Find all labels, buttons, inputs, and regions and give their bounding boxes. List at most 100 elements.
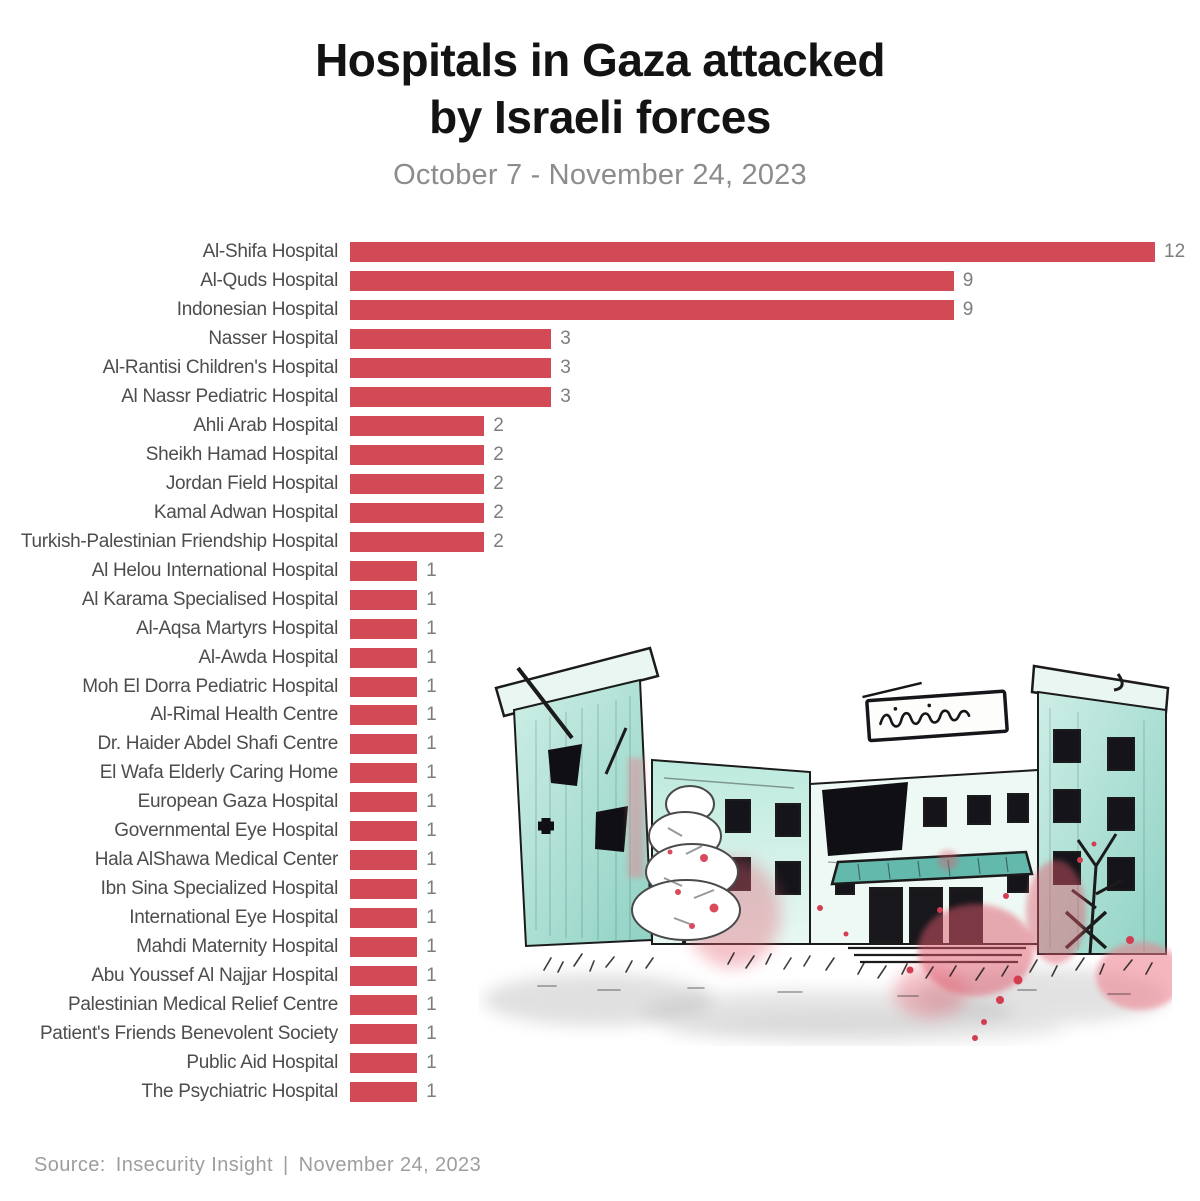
category-label: Kamal Adwan Hospital [153,501,338,523]
category-label: The Psychiatric Hospital [141,1080,338,1102]
value-label: 1 [426,878,437,900]
bar-track: 1 [350,1081,437,1103]
title-line-2: by Israeli forces [429,91,771,144]
bar [350,705,418,726]
bar-track: 2 [350,415,504,437]
category-label: Sheikh Hamad Hospital [145,444,339,466]
value-label: 1 [426,646,437,668]
value-label: 1 [426,1051,437,1073]
value-label: 1 [426,704,437,726]
bar [350,271,954,292]
category-label: Public Aid Hospital [186,1051,338,1073]
category-label: Al-Rimal Health Centre [150,704,338,726]
bar-track: 1 [350,589,437,611]
bar-row: Dr. Haider Abdel Shafi Centre 1 [0,730,1200,759]
value-label: 2 [493,444,504,466]
value-label: 1 [426,849,437,871]
bar-chart: Al-Shifa Hospital 12 Al-Quds Hospital 9 … [0,238,1200,1106]
bar [350,994,418,1015]
bar-track: 3 [350,386,571,408]
bar-row: The Psychiatric Hospital 1 [0,1077,1200,1106]
bar-track: 1 [350,849,437,871]
value-label: 1 [426,733,437,755]
bar [350,618,418,639]
category-label: Al-Shifa Hospital [202,241,339,263]
category-label: Ahli Arab Hospital [193,415,338,437]
bar-track: 1 [350,907,437,929]
bar-track: 2 [350,444,504,466]
bar [350,1023,418,1044]
bar [350,734,418,755]
awning [830,850,1034,886]
bar-row: Hala AlShawa Medical Center 1 [0,846,1200,875]
source-label: Source: [34,1154,106,1176]
bar-row: Palestinian Medical Relief Centre 1 [0,990,1200,1019]
bar-track: 1 [350,618,437,640]
category-label: Al Helou International Hospital [91,559,339,581]
category-label: Jordan Field Hospital [165,472,338,494]
value-label: 1 [426,935,437,957]
bar [350,879,418,900]
bar-row: Governmental Eye Hospital 1 [0,817,1200,846]
bar-track: 1 [350,676,437,698]
bar-track: 2 [350,531,504,553]
blood-splatter [817,841,1172,1041]
bar-row: Mahdi Maternity Hospital 1 [0,933,1200,962]
bar [350,329,552,350]
value-label: 1 [426,907,437,929]
bar-row: Al-Shifa Hospital 12 [0,238,1200,267]
category-label: Al-Rantisi Children's Hospital [102,357,339,379]
value-label: 3 [560,328,571,350]
title-line-1: Hospitals in Gaza attacked [315,34,885,86]
bar [350,358,552,379]
bar-rows: Al-Shifa Hospital 12 Al-Quds Hospital 9 … [0,238,1200,1106]
bar-row: Al Helou International Hospital 1 [0,556,1200,585]
category-label: Al Karama Specialised Hospital [81,588,338,610]
ground-wash [483,968,1168,1044]
category-label: Indonesian Hospital [176,299,339,321]
bar-track: 1 [350,1052,437,1074]
bar [350,792,418,813]
bar-row: Al-Aqsa Martyrs Hospital 1 [0,614,1200,643]
bar-track: 1 [350,791,437,813]
bar-row: Abu Youssef Al Najjar Hospital 1 [0,961,1200,990]
category-label: Abu Youssef Al Najjar Hospital [91,964,338,986]
value-label: 1 [426,993,437,1015]
category-label: Al-Awda Hospital [198,646,338,668]
bar-row: European Gaza Hospital 1 [0,788,1200,817]
bar [350,1052,418,1073]
value-label: 1 [426,588,437,610]
bar-track: 1 [350,647,437,669]
category-label: Al-Aqsa Martyrs Hospital [136,617,338,639]
value-label: 3 [560,386,571,408]
destroyed-hospital-illustration [483,646,1172,1044]
bar-row: Ahli Arab Hospital 2 [0,412,1200,441]
category-label: Governmental Eye Hospital [114,820,338,842]
bar-track: 1 [350,1023,437,1045]
bar-track: 12 [350,241,1185,263]
tree [631,785,741,945]
bar-row: Kamal Adwan Hospital 2 [0,498,1200,527]
category-label: Turkish-Palestinian Friendship Hospital [20,530,338,552]
category-label: Al Nassr Pediatric Hospital [121,386,338,408]
bar [350,850,418,871]
value-label: 9 [962,270,974,292]
bar-row: Sheikh Hamad Hospital 2 [0,441,1200,470]
bar-row: Al Karama Specialised Hospital 1 [0,585,1200,614]
category-label: Nasser Hospital [208,328,338,350]
bar-row: Al-Rimal Health Centre 1 [0,701,1200,730]
bar-track: 9 [350,299,973,321]
bar-track: 2 [350,473,504,495]
category-label: European Gaza Hospital [137,791,339,813]
category-label: Ibn Sina Specialized Hospital [100,878,339,900]
value-label: 1 [426,964,437,986]
bar-row: Al-Rantisi Children's Hospital 3 [0,354,1200,383]
bar-row: Public Aid Hospital 1 [0,1048,1200,1077]
bar-row: Jordan Field Hospital 2 [0,470,1200,499]
left-tower [494,646,660,948]
bar-row: Al-Awda Hospital 1 [0,643,1200,672]
source-date: November 24, 2023 [298,1154,482,1176]
bar-row: Nasser Hospital 3 [0,325,1200,354]
bar-row: Al-Quds Hospital 9 [0,267,1200,296]
bar [350,589,418,610]
